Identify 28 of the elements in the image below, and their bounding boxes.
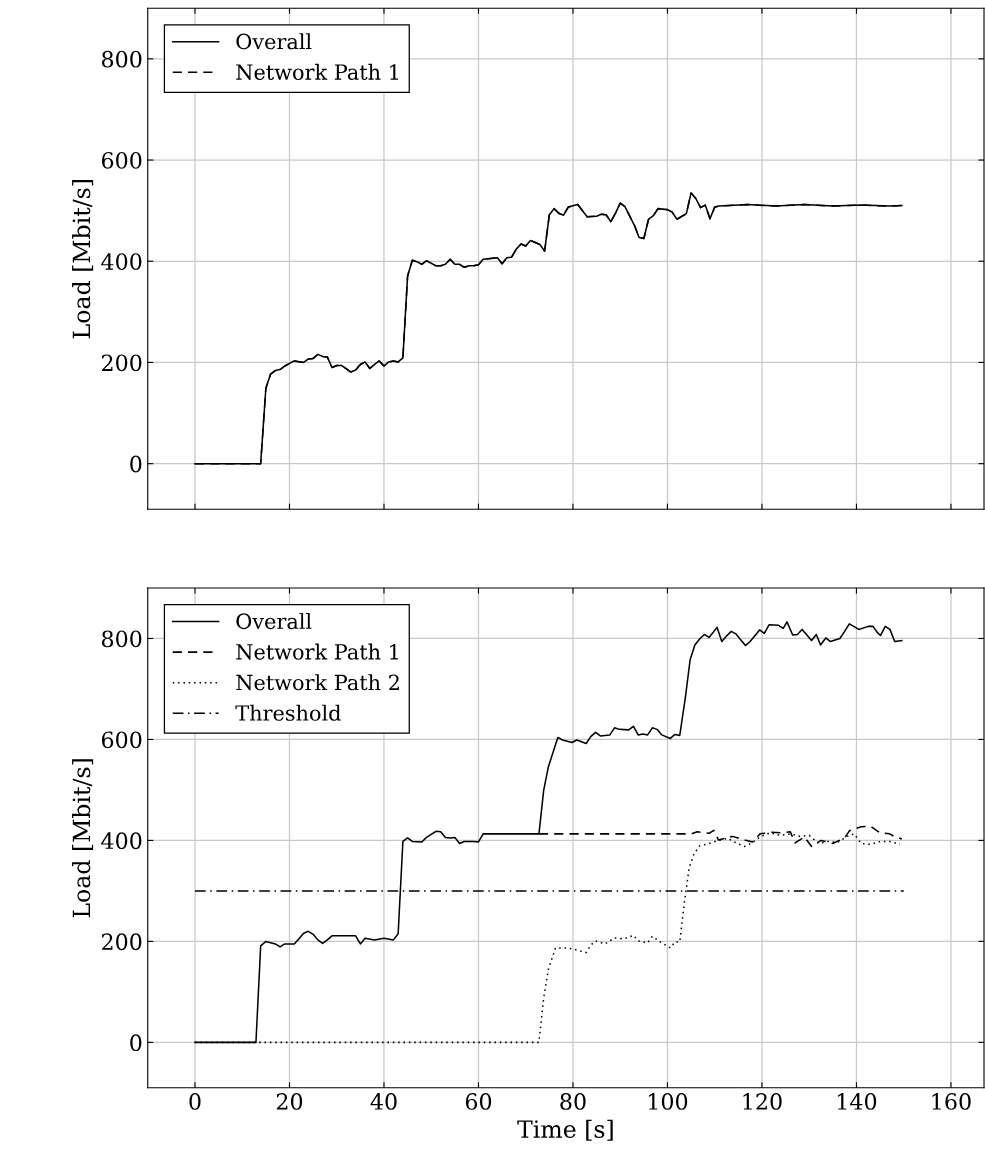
x-tick-label: 40: [370, 1093, 397, 1110]
y-tick-label: 0: [130, 455, 142, 473]
y-tick-label: 400: [101, 832, 142, 850]
legend-label: Network Path 1: [236, 643, 398, 660]
y-tick-label: 200: [101, 354, 142, 372]
x-tick-label: 140: [837, 1093, 877, 1110]
y-tick-label: 800: [101, 630, 142, 648]
y-tick-label: 200: [101, 933, 142, 951]
y-tick-label: 600: [101, 731, 142, 749]
legend-label: Network Path 2: [236, 674, 399, 691]
x-tick-label: 120: [743, 1093, 782, 1110]
legend-label: Network Path 1: [236, 63, 398, 80]
x-tick-label: 20: [276, 1093, 303, 1110]
x-tick-label: 80: [560, 1093, 586, 1110]
x-tick-label: 0: [189, 1093, 201, 1110]
y-axis-title: Load [Mbit/s]: [72, 759, 94, 918]
y-tick-label: 0: [130, 1034, 142, 1052]
x-tick-label: 100: [648, 1093, 688, 1110]
x-axis-title: Time [s]: [517, 1119, 613, 1141]
y-tick-label: 800: [101, 50, 142, 68]
legend-label: Overall: [236, 33, 312, 50]
x-tick-label: 60: [465, 1093, 492, 1110]
y-tick-label: 400: [101, 253, 142, 271]
y-axis-title: Load [Mbit/s]: [72, 180, 94, 339]
legend-label: Overall: [236, 613, 312, 630]
y-tick-label: 600: [101, 151, 142, 169]
legend-label: Threshold: [235, 704, 341, 721]
x-tick-label: 160: [932, 1093, 971, 1110]
